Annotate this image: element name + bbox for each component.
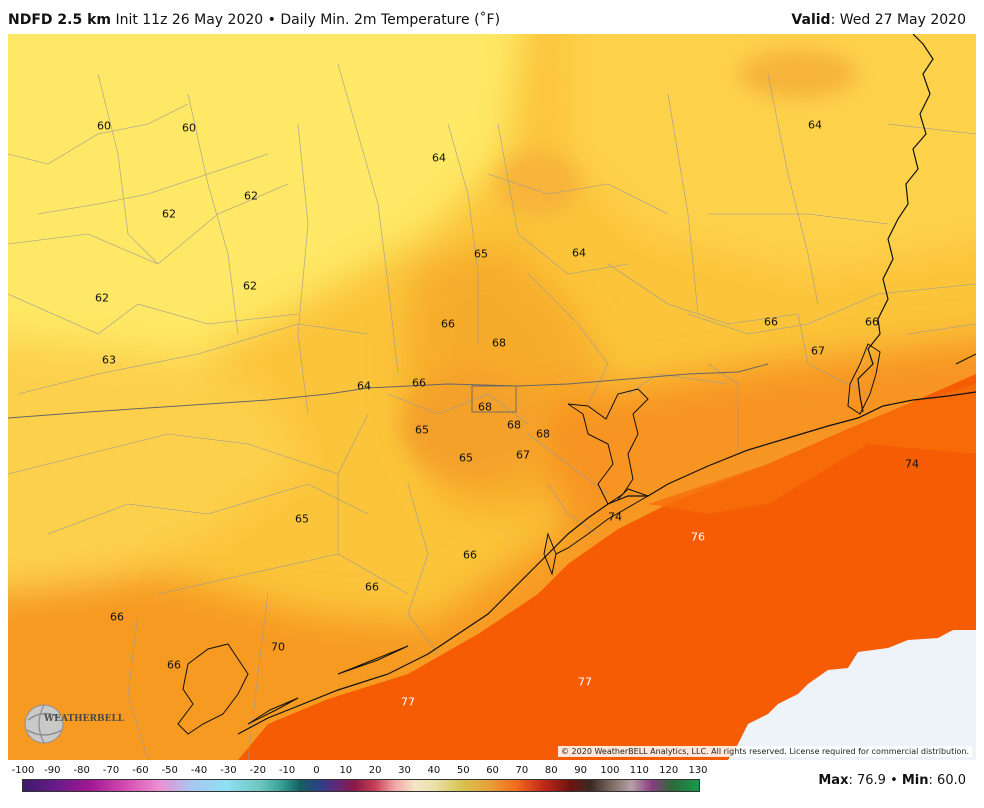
temp-label: 68 bbox=[536, 427, 550, 441]
temp-label: 66 bbox=[441, 317, 455, 331]
temp-label: 62 bbox=[95, 291, 109, 305]
temp-label: 65 bbox=[459, 451, 473, 465]
weatherbell-logo: WEATHERBELL bbox=[22, 700, 124, 746]
globe-icon bbox=[24, 704, 64, 744]
valid-label: Valid bbox=[791, 12, 831, 28]
colorbar-tick-label: 100 bbox=[600, 765, 620, 776]
temp-label: 66 bbox=[365, 580, 379, 594]
temp-label: 77 bbox=[401, 695, 415, 709]
product-name: NDFD 2.5 km bbox=[8, 12, 111, 28]
colorbar-tick-label: 130 bbox=[688, 765, 708, 776]
temp-label: 62 bbox=[243, 279, 257, 293]
colorbar-tick-label: 70 bbox=[515, 765, 529, 776]
temp-label: 60 bbox=[97, 119, 111, 133]
colorbar-tick-label: 80 bbox=[544, 765, 558, 776]
gulf-shelf bbox=[648, 384, 976, 514]
temp-label: 70 bbox=[271, 640, 285, 654]
temperature-map: 60 60 64 64 62 62 65 64 62 62 66 68 66 6… bbox=[8, 34, 976, 760]
colorbar-tick-label: -90 bbox=[44, 765, 61, 776]
colorbar-tick-label: 50 bbox=[456, 765, 470, 776]
colorbar-tick-label: -70 bbox=[102, 765, 120, 776]
river-boundary bbox=[857, 34, 934, 413]
matagorda-bay-outline bbox=[177, 643, 249, 735]
colorbar-tick-label: 10 bbox=[339, 765, 353, 776]
temp-label: 66 bbox=[167, 658, 181, 672]
run-subtitle: Init 11z 26 May 2020 • Daily Min. 2m Tem… bbox=[115, 12, 501, 28]
temp-label: 65 bbox=[474, 247, 488, 261]
copyright-notice: © 2020 WeatherBELL Analytics, LLC. All r… bbox=[558, 746, 972, 757]
temp-label: 66 bbox=[463, 548, 477, 562]
temp-label: 64 bbox=[572, 246, 586, 260]
temp-label: 66 bbox=[412, 376, 426, 390]
map-title: NDFD 2.5 km Init 11z 26 May 2020 • Daily… bbox=[8, 12, 500, 28]
colorbar-tick-label: 0 bbox=[313, 765, 320, 776]
temp-label: 77 bbox=[578, 675, 592, 689]
temp-label: 74 bbox=[905, 457, 919, 471]
no-data-region bbox=[728, 630, 976, 760]
colorbar-tick-label: 90 bbox=[574, 765, 587, 776]
valid-time: Valid: Wed 27 May 2020 bbox=[791, 12, 966, 28]
temperature-colorbar bbox=[22, 779, 700, 792]
boundary-line bbox=[8, 363, 769, 419]
temp-label: 66 bbox=[110, 610, 124, 624]
temp-label: 62 bbox=[244, 189, 258, 203]
temp-label: 76 bbox=[691, 530, 705, 544]
colorbar-tick-label: -50 bbox=[161, 765, 178, 776]
temp-label: 67 bbox=[811, 344, 825, 358]
stats-separator: • bbox=[885, 773, 902, 788]
header-bar: NDFD 2.5 km Init 11z 26 May 2020 • Daily… bbox=[0, 0, 984, 34]
valid-date: : Wed 27 May 2020 bbox=[830, 12, 966, 28]
temp-label: 66 bbox=[865, 315, 879, 329]
temp-label: 65 bbox=[415, 423, 429, 437]
color-scale-footer: -100 -90 -80 -70 -60 -50 -40 -30 -20 -10 0 10 20 30 40… bbox=[0, 760, 984, 808]
colorbar-tick-label: -80 bbox=[73, 765, 90, 776]
temp-label: 74 bbox=[608, 510, 622, 524]
colorbar-tick-label: -30 bbox=[220, 765, 237, 776]
map-canvas bbox=[8, 34, 976, 760]
min-value: : 60.0 bbox=[928, 773, 966, 788]
max-label: Max bbox=[818, 773, 849, 788]
warm-core-shading bbox=[403, 49, 858, 479]
temp-label: 64 bbox=[432, 151, 446, 165]
temp-label: 65 bbox=[295, 512, 309, 526]
max-value: : 76.9 bbox=[848, 773, 886, 788]
temp-label: 68 bbox=[492, 336, 506, 350]
county-lines bbox=[8, 63, 976, 760]
colorbar-tick-label: 60 bbox=[486, 765, 499, 776]
temp-label: 67 bbox=[516, 448, 530, 462]
lake-outline bbox=[847, 343, 881, 415]
colorbar-tick-label: 120 bbox=[659, 765, 679, 776]
temp-label: 66 bbox=[764, 315, 778, 329]
min-label: Min bbox=[901, 773, 929, 788]
temp-label: 64 bbox=[357, 379, 371, 393]
temp-label: 60 bbox=[182, 121, 196, 135]
colorbar-tick-label: -20 bbox=[249, 765, 266, 776]
temp-label: 62 bbox=[162, 207, 176, 221]
city-outline bbox=[471, 385, 517, 413]
colorbar-tick-label: 20 bbox=[368, 765, 382, 776]
colorbar-tick-label: 30 bbox=[398, 765, 411, 776]
temp-label: 64 bbox=[808, 118, 822, 132]
coastline bbox=[237, 391, 976, 735]
bay-outline bbox=[567, 388, 649, 505]
colorbar-tick-label: 110 bbox=[629, 765, 649, 776]
logo-text: WEATHERBELL bbox=[44, 714, 125, 724]
colorbar-tick-label: 40 bbox=[427, 765, 441, 776]
barrier-island bbox=[555, 488, 650, 555]
temp-label: 63 bbox=[102, 353, 116, 367]
temp-label: 68 bbox=[507, 418, 521, 432]
colorbar-tick-label: -10 bbox=[278, 765, 296, 776]
colorbar-tick-label: -60 bbox=[132, 765, 149, 776]
colorbar-tick-label: -100 bbox=[11, 765, 35, 776]
max-min-stats: Max: 76.9 • Min: 60.0 bbox=[818, 773, 966, 788]
colorbar-tick-label: -40 bbox=[190, 765, 208, 776]
temp-label: 68 bbox=[478, 400, 492, 414]
